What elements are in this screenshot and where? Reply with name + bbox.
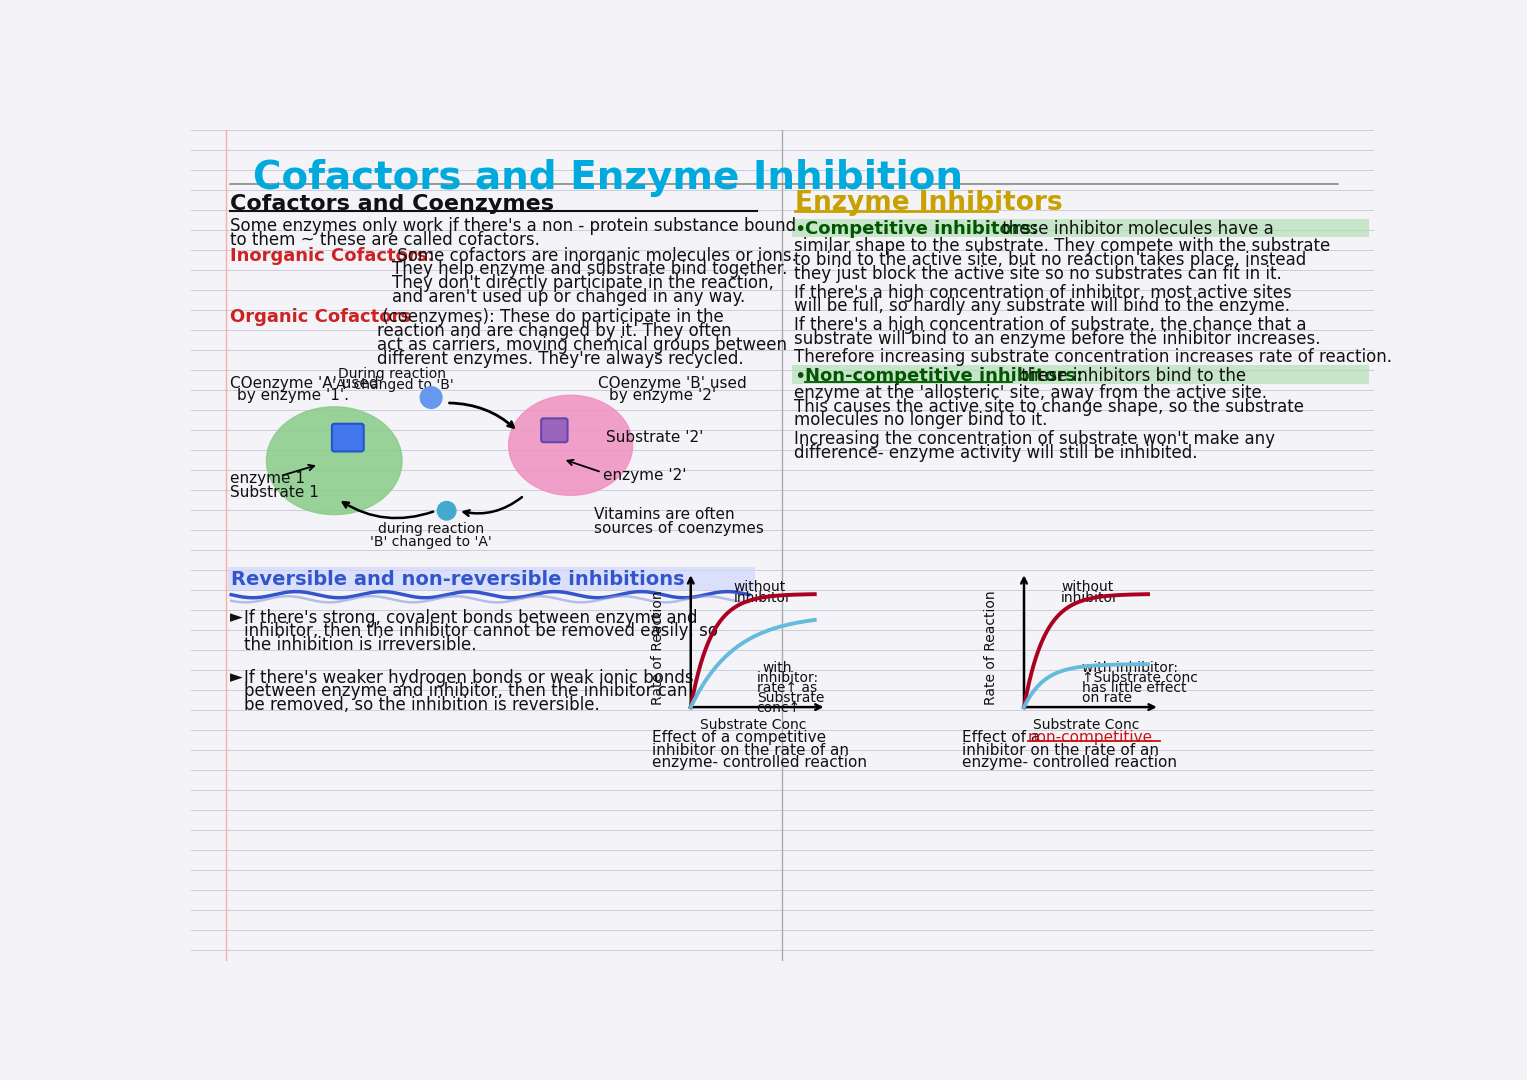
Text: rate↑ as: rate↑ as (756, 680, 817, 694)
Text: molecules no longer bind to it.: molecules no longer bind to it. (794, 411, 1048, 430)
Text: without: without (1061, 580, 1113, 594)
Text: Effect of a: Effect of a (962, 730, 1044, 745)
Text: with: with (762, 661, 791, 675)
Text: has little effect: has little effect (1083, 680, 1186, 694)
Text: by enzyme '2': by enzyme '2' (609, 389, 716, 403)
Text: Substrate Conc: Substrate Conc (1032, 718, 1139, 732)
Text: Therefore increasing substrate concentration increases rate of reaction.: Therefore increasing substrate concentra… (794, 348, 1391, 366)
Text: reaction and are changed by it. They often: reaction and are changed by it. They oft… (377, 322, 731, 340)
Text: If there's weaker hydrogen bonds or weak ionic bonds: If there's weaker hydrogen bonds or weak… (244, 669, 693, 687)
Text: similar shape to the substrate. They compete with the substrate: similar shape to the substrate. They com… (794, 238, 1330, 255)
Text: to bind to the active site, but no reaction takes place, instead: to bind to the active site, but no react… (794, 252, 1306, 269)
Text: If there's a high concentration of inhibitor, most active sites: If there's a high concentration of inhib… (794, 284, 1292, 301)
Circle shape (420, 387, 441, 408)
Text: inhibitor: inhibitor (733, 591, 791, 605)
Text: They help enzyme and substrate bind together.: They help enzyme and substrate bind toge… (392, 260, 788, 279)
Text: Substrate 1: Substrate 1 (229, 485, 319, 500)
Text: Substrate Conc: Substrate Conc (699, 718, 806, 732)
Text: difference- enzyme activity will still be inhibited.: difference- enzyme activity will still b… (794, 444, 1197, 462)
Text: If there's a high concentration of substrate, the chance that a: If there's a high concentration of subst… (794, 316, 1306, 334)
Text: This causes the active site to change shape, so the substrate: This causes the active site to change sh… (794, 397, 1304, 416)
Text: the inhibition is irreversible.: the inhibition is irreversible. (244, 636, 476, 654)
Text: enzyme '2': enzyme '2' (603, 469, 687, 484)
Text: substrate will bind to an enzyme before the inhibitor increases.: substrate will bind to an enzyme before … (794, 329, 1321, 348)
Text: Substrate: Substrate (756, 691, 825, 705)
Bar (791, 219, 1368, 238)
Text: by enzyme '1'.: by enzyme '1'. (237, 389, 350, 403)
Text: Cofactors and Coenzymes: Cofactors and Coenzymes (229, 194, 554, 214)
Text: without: without (733, 580, 785, 594)
Text: inhibitor: inhibitor (1061, 591, 1119, 605)
Text: different enzymes. They're always recycled.: different enzymes. They're always recycl… (377, 350, 744, 368)
Text: Rate of Reaction: Rate of Reaction (985, 591, 999, 705)
Text: A: A (441, 505, 452, 518)
Bar (228, 567, 754, 590)
Text: Vitamins are often: Vitamins are often (594, 507, 734, 522)
Text: conc↑: conc↑ (756, 701, 800, 715)
Text: enzyme at the 'allosteric' site, away from the active site.: enzyme at the 'allosteric' site, away fr… (794, 383, 1267, 402)
Text: Cofactors and Enzyme Inhibition: Cofactors and Enzyme Inhibition (253, 159, 964, 197)
Text: Some cofactors are inorganic molecules or ions.: Some cofactors are inorganic molecules o… (392, 246, 797, 265)
Text: with inhibitor:: with inhibitor: (1083, 661, 1179, 675)
Text: to them ~ these are called cofactors.: to them ~ these are called cofactors. (229, 231, 539, 249)
Text: Competitive inhibitors:: Competitive inhibitors: (805, 220, 1038, 239)
Text: B: B (426, 392, 435, 405)
Text: inhibitor, then the inhibitor cannot be removed easily, so: inhibitor, then the inhibitor cannot be … (244, 622, 718, 640)
Text: and aren't used up or changed in any way.: and aren't used up or changed in any way… (392, 288, 745, 307)
Text: during reaction: during reaction (379, 523, 484, 537)
Text: enzyme 1: enzyme 1 (229, 472, 304, 486)
Text: enzyme- controlled reaction: enzyme- controlled reaction (962, 755, 1177, 770)
Text: Substrate '2': Substrate '2' (606, 430, 702, 445)
Text: COenzyme 'B' used: COenzyme 'B' used (597, 376, 747, 391)
Text: enzyme- controlled reaction: enzyme- controlled reaction (652, 755, 867, 770)
Text: sources of coenzymes: sources of coenzymes (594, 521, 764, 536)
Circle shape (437, 501, 457, 519)
Text: ►: ► (229, 608, 243, 626)
Text: they just block the active site so no substrates can fit in it.: they just block the active site so no su… (794, 265, 1281, 283)
Text: If there's strong, covalent bonds between enzyme and: If there's strong, covalent bonds betwee… (244, 608, 696, 626)
Text: They don't directly participate in the reaction,: They don't directly participate in the r… (392, 274, 774, 293)
Text: on rate: on rate (1083, 691, 1132, 705)
Text: non-competitive: non-competitive (1028, 730, 1153, 745)
Bar (791, 365, 1368, 383)
Text: Reversible and non-reversible inhibitions: Reversible and non-reversible inhibition… (231, 570, 684, 589)
Text: act as carriers, moving chemical groups between: act as carriers, moving chemical groups … (377, 336, 786, 354)
Text: these inhibitors bind to the: these inhibitors bind to the (1017, 367, 1246, 384)
Text: will be full, so hardly any substrate will bind to the enzyme.: will be full, so hardly any substrate wi… (794, 297, 1290, 315)
Ellipse shape (508, 395, 632, 496)
Text: be removed, so the inhibition is reversible.: be removed, so the inhibition is reversi… (244, 697, 599, 714)
Text: •: • (794, 220, 805, 240)
Text: Increasing the concentration of substrate won't make any: Increasing the concentration of substrat… (794, 430, 1275, 448)
Text: •: • (794, 367, 805, 386)
Text: these inhibitor molecules have a: these inhibitor molecules have a (997, 220, 1274, 239)
FancyBboxPatch shape (541, 418, 568, 442)
Text: inhibitor on the rate of an: inhibitor on the rate of an (962, 743, 1159, 757)
Text: Non-competitive inhibitors:: Non-competitive inhibitors: (805, 367, 1084, 384)
FancyBboxPatch shape (331, 423, 363, 451)
Ellipse shape (266, 407, 402, 514)
Text: Organic Cofactors: Organic Cofactors (229, 308, 411, 326)
Text: inhibitor on the rate of an: inhibitor on the rate of an (652, 743, 849, 757)
Text: COenzyme 'A' used: COenzyme 'A' used (229, 376, 379, 391)
Text: Some enzymes only work if there's a non - protein substance bound: Some enzymes only work if there's a non … (229, 217, 796, 235)
Text: 'B' changed to 'A': 'B' changed to 'A' (370, 535, 492, 549)
Text: Rate of Reaction: Rate of Reaction (651, 591, 666, 705)
Text: ►: ► (229, 669, 243, 687)
Text: between enzyme and inhibitor, then the inhibitor can: between enzyme and inhibitor, then the i… (244, 683, 687, 701)
Text: Enzyme Inhibitors: Enzyme Inhibitors (796, 190, 1063, 216)
Text: (coenzymes): These do participate in the: (coenzymes): These do participate in the (377, 308, 724, 326)
Text: Effect of a competitive: Effect of a competitive (652, 730, 826, 745)
Text: 'A' changed to 'B': 'A' changed to 'B' (331, 378, 454, 392)
Text: ↑Substrate conc: ↑Substrate conc (1083, 671, 1199, 685)
Text: inhibitor:: inhibitor: (756, 671, 818, 685)
Text: Inorganic Cofactors:: Inorganic Cofactors: (229, 246, 434, 265)
Text: During reaction: During reaction (339, 367, 446, 381)
